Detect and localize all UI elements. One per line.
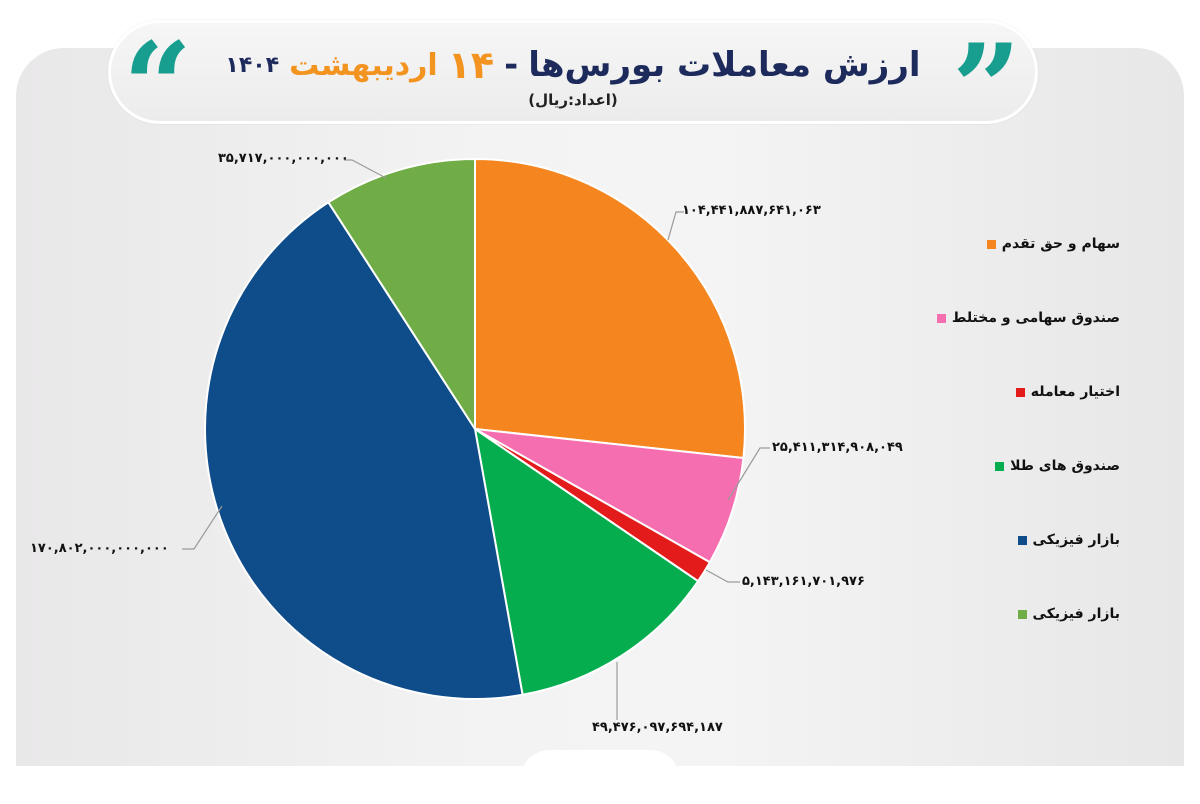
- legend-swatch-icon: [936, 313, 946, 323]
- legend-swatch-icon: [1017, 609, 1027, 619]
- title-separator: -: [504, 45, 519, 85]
- legend-label: صندوق سهامی و مختلط: [951, 310, 1120, 326]
- title-row: ارزش معاملات بورس‌ها - ۱۴ اردیبهشت ۱۴۰۴: [111, 37, 1035, 93]
- title-year: ۱۴۰۴: [225, 52, 280, 78]
- unit-subtitle: (اعداد:ریال): [528, 91, 618, 109]
- value-label-lightgreen: ۳۵,۷۱۷,۰۰۰,۰۰۰,۰۰۰: [218, 151, 349, 166]
- leader-line-red: [705, 569, 740, 583]
- legend: سهام و حق تقدم صندوق سهامی و مختلط اختیا…: [936, 232, 1120, 676]
- legend-label: سهام و حق تقدم: [1001, 236, 1120, 252]
- legend-item-options: اختیار معامله: [960, 380, 1120, 404]
- legend-swatch-icon: [995, 461, 1005, 471]
- legend-label: بازار فیزیکی: [1032, 532, 1120, 548]
- value-label-pink: ۲۵,۴۱۱,۳۱۴,۹۰۸,۰۴۹: [772, 440, 903, 455]
- legend-item-gold-funds: صندوق های طلا: [960, 454, 1120, 478]
- pie-slice-green: [473, 426, 700, 696]
- legend-swatch-icon: [1015, 387, 1025, 397]
- page-title: ارزش معاملات بورس‌ها: [528, 45, 921, 85]
- value-label-orange: ۱۰۴,۴۴۱,۸۸۷,۶۴۱,۰۶۳: [682, 203, 821, 218]
- bottom-notch: [520, 750, 680, 780]
- pie-slice-pink: [474, 428, 745, 564]
- legend-label: بازار فیزیکی: [1032, 606, 1120, 622]
- legend-swatch-icon: [986, 239, 996, 249]
- value-label-red: ۵,۱۴۳,۱۶۱,۷۰۱,۹۷۶: [742, 574, 865, 589]
- pie-slices: [204, 157, 746, 700]
- legend-item-physical-market-2: بازار فیزیکی: [960, 602, 1120, 626]
- value-label-green: ۴۹,۴۷۶,۰۹۷,۶۹۴,۱۸۷: [592, 720, 723, 735]
- pie-slice-orange: [474, 157, 746, 460]
- pie-slice-lightgreen: [327, 157, 476, 433]
- leader-line-pink: [727, 447, 770, 501]
- legend-label: اختیار معامله: [1030, 384, 1120, 400]
- title-month: اردیبهشت: [289, 47, 438, 83]
- title-day: ۱۴: [447, 43, 495, 87]
- value-label-blue: ۱۷۰,۸۰۲,۰۰۰,۰۰۰,۰۰۰: [30, 541, 169, 556]
- legend-label: صندوق های طلا: [1010, 458, 1120, 474]
- legend-item-physical-market: بازار فیزیکی: [960, 528, 1120, 552]
- leader-lines: [182, 159, 770, 720]
- leader-line-lightgreen: [344, 159, 387, 179]
- pie-slice-blue: [204, 200, 524, 700]
- legend-item-stocks: سهام و حق تقدم: [960, 232, 1120, 256]
- legend-item-equity-funds: صندوق سهامی و مختلط: [936, 306, 1120, 330]
- legend-swatch-icon: [1017, 535, 1027, 545]
- leader-line-blue: [182, 505, 223, 550]
- leader-line-orange: [667, 211, 684, 241]
